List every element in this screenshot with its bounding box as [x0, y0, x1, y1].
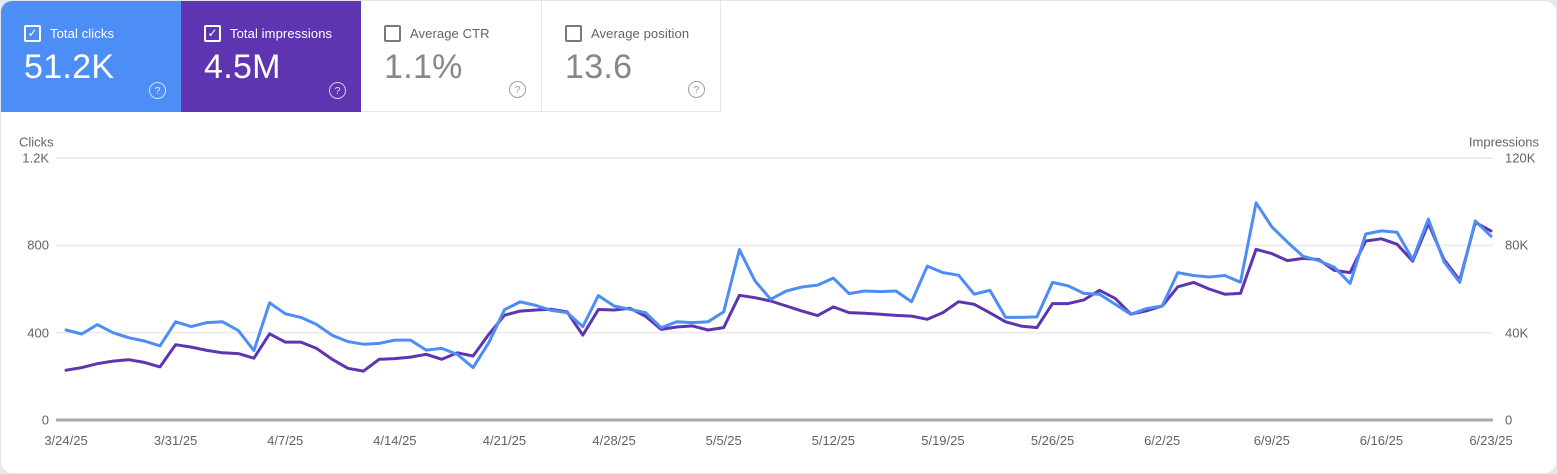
- date-label: 5/5/25: [705, 433, 742, 448]
- help-icon[interactable]: ?: [688, 81, 705, 98]
- card-average-position[interactable]: Average position 13.6 ?: [541, 1, 721, 112]
- card-value: 1.1%: [384, 48, 463, 86]
- card-label: Total clicks: [50, 26, 115, 41]
- date-label: 5/19/25: [921, 433, 965, 448]
- date-label: 4/14/25: [373, 433, 417, 448]
- help-icon[interactable]: ?: [149, 82, 166, 99]
- metric-cards: ✓ Total clicks 51.2K ? ✓ Total impressio…: [1, 1, 721, 112]
- right-axis-tick: 0: [1505, 412, 1513, 428]
- date-label: 4/28/25: [592, 433, 636, 448]
- card-average-ctr[interactable]: Average CTR 1.1% ?: [361, 1, 541, 112]
- date-label: 4/7/25: [267, 433, 304, 448]
- card-label: Total impressions: [230, 26, 333, 41]
- date-label: 5/26/25: [1030, 433, 1075, 448]
- average-ctr-checkbox[interactable]: [384, 25, 401, 42]
- date-label: 6/2/25: [1144, 433, 1181, 448]
- total-impressions-checkbox[interactable]: ✓: [204, 25, 221, 42]
- left-axis-title: Clicks: [19, 134, 54, 150]
- total-clicks-line[interactable]: [64, 201, 1493, 370]
- checkmark-icon: ✓: [27, 26, 38, 40]
- date-label: 6/16/25: [1359, 433, 1404, 448]
- average-position-checkbox[interactable]: [565, 25, 582, 42]
- help-icon[interactable]: ?: [329, 82, 346, 99]
- left-axis-tick: 400: [27, 325, 49, 341]
- left-axis-tick: 1.2K: [22, 150, 49, 166]
- card-label: Average CTR: [410, 26, 490, 41]
- checkmark-icon: ✓: [207, 26, 218, 40]
- card-total-impressions[interactable]: ✓ Total impressions 4.5M ?: [181, 1, 361, 112]
- card-value: 4.5M: [204, 48, 281, 86]
- date-label: 5/12/25: [811, 433, 855, 448]
- card-total-clicks[interactable]: ✓ Total clicks 51.2K ?: [1, 1, 181, 112]
- card-value: 51.2K: [24, 48, 115, 86]
- right-axis-title: Impressions: [1468, 134, 1539, 150]
- right-axis-tick: 120K: [1505, 150, 1536, 166]
- right-axis-tick: 40K: [1505, 325, 1529, 341]
- date-label: 3/31/25: [153, 433, 198, 448]
- date-label: 6/9/25: [1253, 433, 1290, 448]
- left-axis-tick: 0: [41, 412, 49, 428]
- date-label: 6/23/25: [1469, 433, 1513, 448]
- left-axis-tick: 800: [27, 237, 49, 253]
- right-axis-tick: 80K: [1505, 237, 1529, 253]
- date-label: 3/24/25: [44, 433, 88, 448]
- date-label: 4/21/25: [482, 433, 527, 448]
- help-icon[interactable]: ?: [509, 81, 526, 98]
- total-clicks-checkbox[interactable]: ✓: [24, 25, 41, 42]
- card-value: 13.6: [565, 48, 633, 86]
- card-label: Average position: [591, 26, 690, 41]
- total-impressions-line[interactable]: [64, 220, 1493, 373]
